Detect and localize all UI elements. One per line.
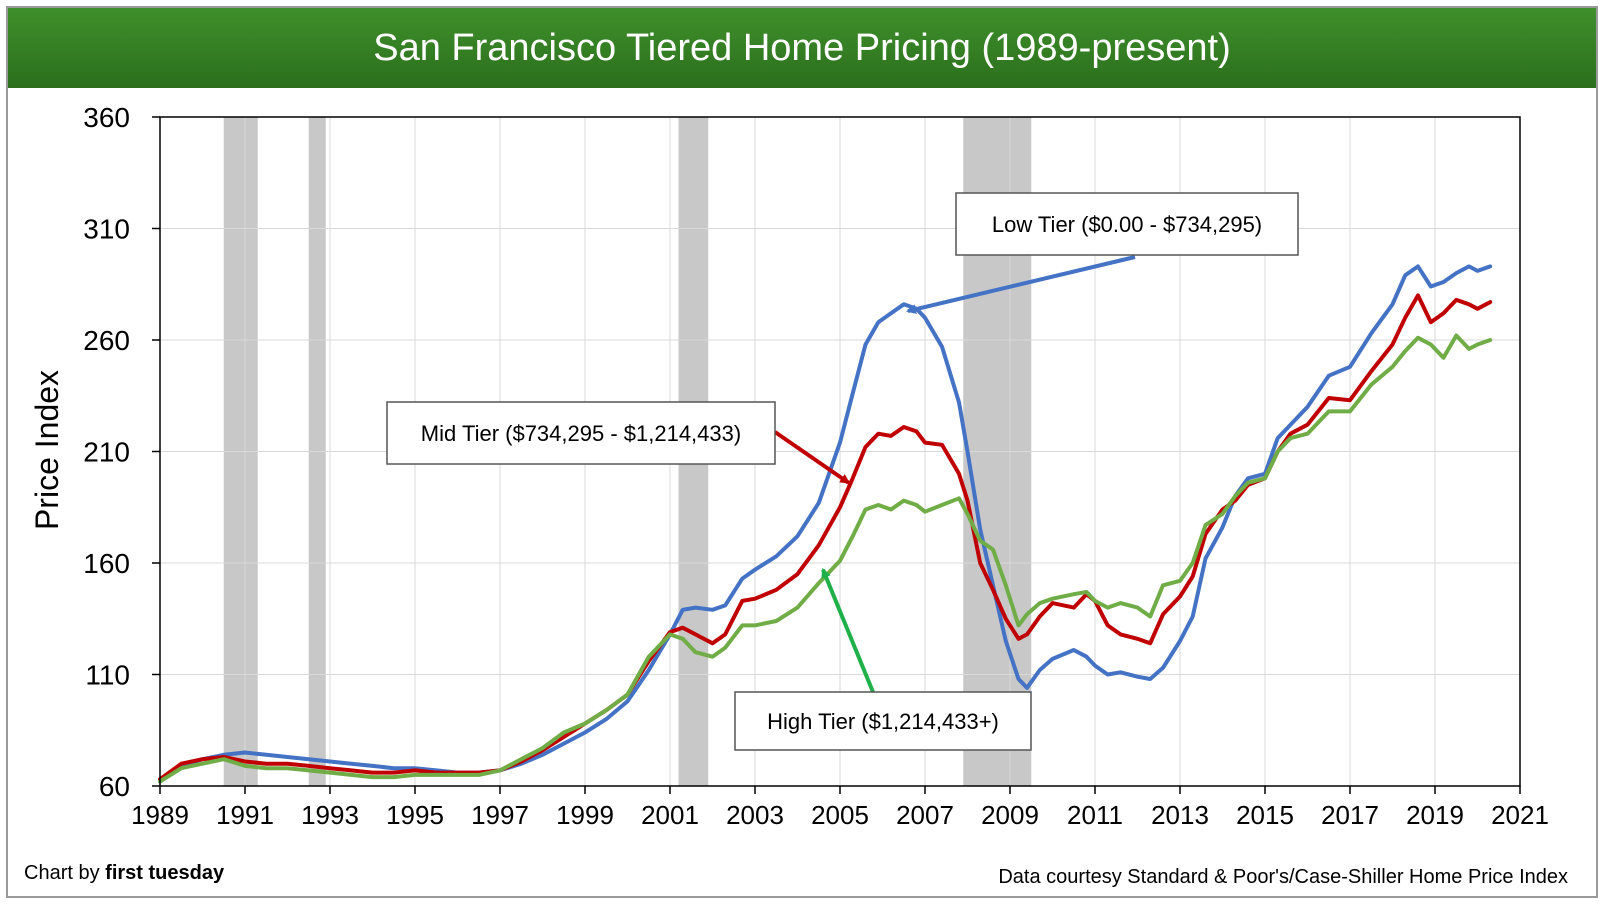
callout-box (734, 691, 1032, 751)
y-tick-label: 160 (83, 548, 130, 579)
x-tick-label: 2009 (981, 800, 1039, 830)
callout-box (386, 401, 776, 465)
y-tick-label: 110 (85, 660, 130, 691)
x-tick-label: 2005 (811, 800, 869, 830)
series-lines (158, 264, 1493, 784)
x-tick-label: 1999 (556, 800, 614, 830)
credit-name: first tuesday (105, 862, 225, 884)
x-tick-label: 1989 (131, 800, 189, 830)
x-tick-label: 1995 (386, 800, 444, 830)
y-tick-label: 60 (99, 771, 130, 802)
x-tick-label: 2021 (1491, 800, 1549, 830)
chart-credit: Chart by first tuesday (24, 862, 224, 885)
y-axis-label: Price Index (29, 370, 65, 530)
x-tick-label: 2007 (896, 800, 954, 830)
callout-label: Low Tier ($0.00 - $734,295) (992, 212, 1262, 237)
axes: 1989 1991 1993 1995 1997 1999 2001 2003 2005 2007… (83, 102, 1549, 830)
y-tick-label: 310 (83, 214, 130, 245)
x-tick-label: 1991 (216, 800, 274, 830)
callout-arrow (773, 430, 851, 485)
x-tick-label: 1997 (471, 800, 529, 830)
data-source: Data courtesy Standard & Poor's/Case-Shi… (998, 866, 1568, 888)
x-tick-label: 2015 (1236, 800, 1294, 830)
x-tick-label: 2017 (1321, 800, 1379, 830)
credit-prefix: Chart by (24, 862, 106, 884)
title-bar: San Francisco Tiered Home Pricing (1989-… (8, 8, 1596, 88)
callout-label: High Tier ($1,214,433+) (767, 709, 999, 734)
y-tick-label: 210 (83, 437, 130, 468)
y-tick-label: 360 (83, 102, 130, 133)
callout-arrow (906, 255, 1136, 315)
x-tick-label: 2001 (641, 800, 699, 830)
callout-box (955, 192, 1299, 256)
annotations: Low Tier ($0.00 - $734,295) Mid Tier ($73… (386, 192, 1299, 751)
chart-title: San Francisco Tiered Home Pricing (1989-… (373, 26, 1231, 69)
gridlines (159, 116, 1521, 787)
x-tick-label: 2011 (1067, 800, 1123, 830)
callout-arrow (821, 567, 875, 693)
callout-label: Mid Tier ($734,295 - $1,214,433) (421, 421, 741, 446)
y-tick-label: 260 (83, 325, 130, 356)
x-tick-label: 1993 (301, 800, 359, 830)
x-tick-label: 2013 (1151, 800, 1209, 830)
x-tick-label: 2019 (1406, 800, 1464, 830)
x-tick-label: 2003 (726, 800, 784, 830)
series-line-high-tier (158, 333, 1493, 784)
